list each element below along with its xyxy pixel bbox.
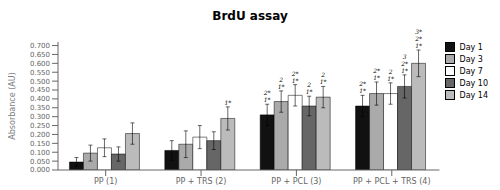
svg-text:0.550: 0.550 [30, 69, 50, 77]
svg-text:0.250: 0.250 [30, 122, 50, 130]
svg-text:0.400: 0.400 [30, 95, 50, 103]
html-text:Day 14: Day 14 [459, 90, 488, 100]
svg-text:PP (1): PP (1) [94, 177, 118, 186]
svg-text:0.200: 0.200 [30, 131, 50, 139]
svg-text:2*: 2* [291, 70, 299, 77]
svg-text:0.150: 0.150 [30, 140, 50, 148]
html-text:Day 3: Day 3 [459, 54, 483, 64]
svg-text:1*: 1* [401, 67, 408, 74]
svg-text:0.050: 0.050 [30, 158, 50, 166]
svg-text:3*: 3* [415, 28, 422, 35]
svg-text:1*: 1* [359, 87, 366, 94]
svg-text:1*: 1* [278, 83, 285, 90]
svg-text:1*: 1* [224, 99, 231, 106]
svg-text:0.650: 0.650 [30, 51, 50, 59]
svg-text:2*: 2* [358, 80, 366, 87]
svg-text:0.000: 0.000 [30, 166, 50, 174]
svg-text:2*: 2* [414, 35, 422, 42]
svg-text:0.450: 0.450 [30, 86, 50, 94]
svg-text:2: 2 [306, 81, 311, 88]
svg-text:2*: 2* [400, 60, 408, 67]
svg-text:1*: 1* [387, 75, 394, 82]
svg-text:0.300: 0.300 [30, 113, 50, 121]
svg-text:PP + TRS (2): PP + TRS (2) [176, 177, 227, 186]
svg-text:2: 2 [278, 76, 283, 83]
svg-text:0.500: 0.500 [30, 78, 50, 86]
svg-text:2*: 2* [372, 67, 380, 74]
html-text:Day 7: Day 7 [459, 66, 483, 76]
svg-text:PP + PCL (3): PP + PCL (3) [271, 177, 321, 186]
svg-text:2: 2 [388, 68, 393, 75]
svg-text:1*: 1* [264, 96, 271, 103]
svg-text:1*: 1* [415, 42, 422, 49]
svg-text:0.350: 0.350 [30, 104, 50, 112]
svg-text:0.700: 0.700 [30, 42, 50, 50]
svg-text:1*: 1* [373, 74, 380, 81]
svg-text:1*: 1* [306, 88, 313, 95]
svg-text:Absorbance (AU): Absorbance (AU) [8, 72, 17, 139]
html-text:Day 1: Day 1 [459, 42, 483, 52]
svg-text:3: 3 [403, 53, 407, 60]
svg-text:2: 2 [320, 71, 325, 78]
svg-text:PP + PCL + TRS (4): PP + PCL + TRS (4) [353, 177, 431, 186]
svg-text:1*: 1* [320, 78, 327, 85]
svg-text:0.600: 0.600 [30, 60, 50, 68]
html-text:Day 10: Day 10 [459, 78, 488, 88]
svg-text:0.100: 0.100 [30, 149, 50, 157]
svg-text:1*: 1* [292, 77, 299, 84]
html-text:BrdU assay: BrdU assay [212, 9, 288, 23]
svg-text:2*: 2* [263, 89, 271, 96]
